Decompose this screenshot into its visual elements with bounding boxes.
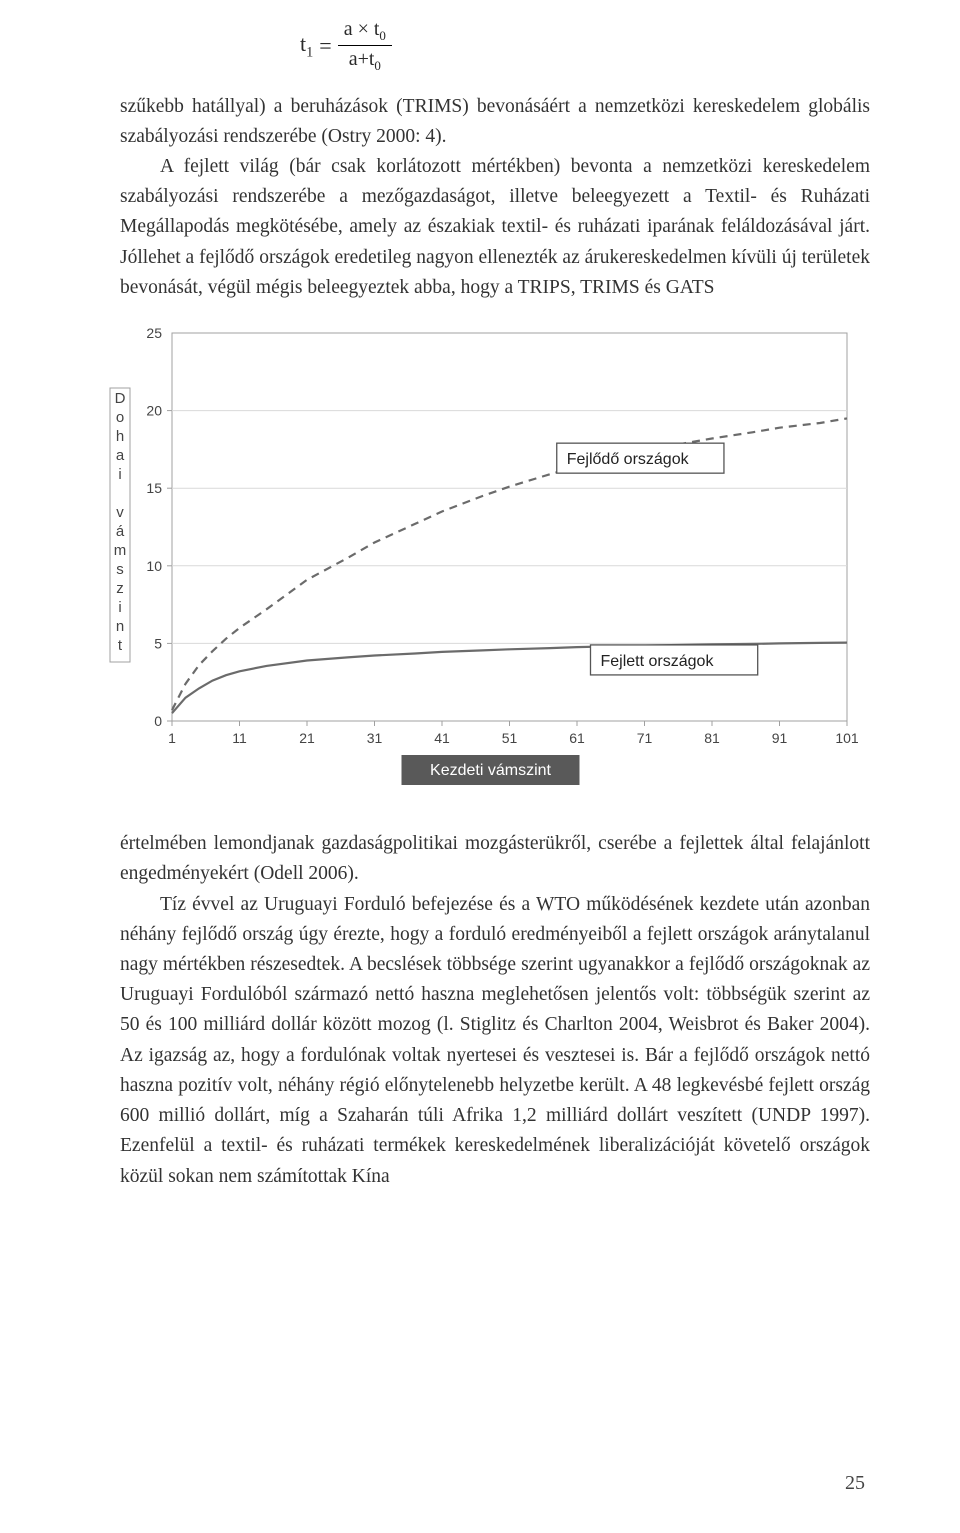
equation-lhs: t1 bbox=[300, 31, 313, 61]
paragraph-1: szűkebb hatállyal) a beruházások (TRIMS)… bbox=[120, 92, 870, 152]
svg-text:á: á bbox=[116, 523, 125, 540]
svg-text:81: 81 bbox=[704, 730, 720, 746]
svg-text:Fejlett országok: Fejlett országok bbox=[601, 653, 715, 670]
svg-text:m: m bbox=[114, 542, 127, 559]
paragraph-2: A fejlett világ (bár csak korlátozott mé… bbox=[120, 152, 870, 303]
svg-text:a: a bbox=[116, 447, 125, 464]
svg-text:t: t bbox=[118, 637, 123, 654]
svg-text:21: 21 bbox=[299, 730, 315, 746]
svg-text:15: 15 bbox=[146, 480, 162, 496]
tariff-chart: 05101520251112131415161718191101Dohaivám… bbox=[102, 321, 872, 801]
svg-text:11: 11 bbox=[232, 730, 247, 746]
equation-denominator: a+t0 bbox=[343, 46, 387, 73]
equation-numerator: a × t0 bbox=[338, 18, 392, 46]
svg-text:5: 5 bbox=[154, 636, 162, 652]
svg-text:h: h bbox=[116, 428, 124, 445]
svg-text:51: 51 bbox=[502, 730, 518, 746]
svg-text:Fejlődő országok: Fejlődő országok bbox=[567, 451, 690, 468]
svg-text:0: 0 bbox=[154, 713, 162, 729]
svg-text:10: 10 bbox=[146, 558, 162, 574]
paragraph-4: Tíz évvel az Uruguayi Forduló befejezése… bbox=[120, 890, 870, 1192]
equation-t1: t1 = a × t0 a+t0 bbox=[300, 18, 870, 74]
tariff-chart-svg: 05101520251112131415161718191101Dohaivám… bbox=[102, 321, 872, 801]
svg-text:71: 71 bbox=[637, 730, 653, 746]
svg-text:s: s bbox=[116, 561, 124, 578]
svg-text:o: o bbox=[116, 409, 124, 426]
svg-text:v: v bbox=[116, 504, 124, 521]
svg-text:61: 61 bbox=[569, 730, 585, 746]
svg-text:1: 1 bbox=[168, 730, 176, 746]
svg-text:Kezdeti vámszint: Kezdeti vámszint bbox=[430, 762, 551, 779]
svg-text:41: 41 bbox=[434, 730, 450, 746]
equation-fraction: a × t0 a+t0 bbox=[338, 18, 392, 74]
equation-eq: = bbox=[319, 33, 331, 59]
svg-text:n: n bbox=[116, 618, 124, 635]
svg-text:D: D bbox=[115, 390, 126, 407]
page-number: 25 bbox=[845, 1472, 865, 1495]
svg-text:101: 101 bbox=[835, 730, 859, 746]
svg-text:i: i bbox=[118, 466, 121, 483]
svg-text:31: 31 bbox=[367, 730, 383, 746]
svg-text:20: 20 bbox=[146, 403, 162, 419]
paragraph-3: értelmében lemondjanak gazdaságpolitikai… bbox=[120, 829, 870, 889]
svg-text:25: 25 bbox=[146, 325, 162, 341]
svg-text:z: z bbox=[116, 580, 124, 597]
svg-text:i: i bbox=[118, 599, 121, 616]
svg-text:91: 91 bbox=[772, 730, 788, 746]
